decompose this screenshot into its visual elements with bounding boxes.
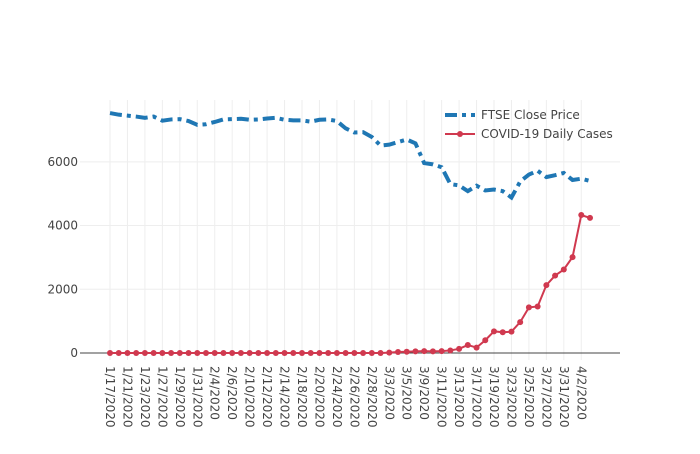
series-marker (107, 349, 113, 356)
series-marker (272, 349, 279, 356)
x-tick-label: 1/27/2020 (155, 366, 169, 428)
y-tick-label: 0 (70, 346, 78, 360)
series-marker (491, 328, 497, 335)
series-marker (150, 349, 157, 356)
x-tick-label: 3/13/2020 (452, 366, 466, 428)
series-marker (211, 349, 218, 356)
x-tick-label: 1/21/2020 (120, 366, 134, 428)
series-marker (333, 349, 340, 356)
series-marker (456, 345, 463, 352)
series-marker (194, 349, 201, 356)
series-marker (351, 349, 358, 356)
y-tick-label: 6000 (47, 155, 78, 169)
x-tick-label: 4/2/2020 (574, 366, 588, 420)
series-marker (342, 349, 349, 356)
x-tick-label: 2/12/2020 (260, 366, 274, 428)
series-marker (133, 349, 140, 356)
x-tick-label: 3/5/2020 (400, 366, 414, 420)
series-marker (438, 348, 445, 355)
series-marker (552, 272, 559, 279)
series-marker (482, 337, 489, 344)
series-marker (229, 349, 236, 356)
series-marker (185, 349, 192, 356)
series-marker (299, 349, 305, 356)
x-tick-label: 2/6/2020 (225, 366, 239, 420)
series-line (109, 111, 591, 201)
series-marker (560, 266, 567, 273)
x-tick-label: 2/10/2020 (243, 366, 257, 428)
x-tick-label: 2/20/2020 (312, 366, 326, 428)
series-marker (473, 344, 480, 351)
x-tick-label: 3/31/2020 (557, 366, 571, 428)
x-tick-label: 2/18/2020 (295, 366, 309, 428)
series-marker (386, 349, 393, 356)
series-marker (115, 349, 122, 356)
series-marker (499, 329, 506, 336)
series-marker (203, 349, 209, 356)
series-marker (220, 349, 227, 356)
series-marker (447, 347, 454, 354)
series-marker (464, 342, 471, 349)
series-marker (168, 349, 175, 356)
x-tick-label: 1/17/2020 (103, 366, 117, 428)
x-tick-label: 1/23/2020 (138, 366, 152, 428)
series-marker (290, 349, 297, 356)
series-marker (176, 349, 183, 356)
series-marker (264, 349, 271, 356)
legend-label: FTSE Close Price (481, 108, 580, 122)
x-tick-label: 2/24/2020 (330, 366, 344, 428)
series-marker (246, 349, 253, 356)
series-marker (377, 349, 384, 356)
series-marker (421, 348, 428, 355)
series-marker (587, 214, 593, 221)
series-marker (412, 348, 419, 355)
x-tick-label: 3/9/2020 (417, 366, 431, 420)
series-marker (159, 349, 166, 356)
x-tick-label: 3/25/2020 (522, 366, 536, 428)
series-marker (316, 349, 323, 356)
legend-label: COVID-19 Daily Cases (481, 127, 613, 141)
series-marker (569, 254, 576, 261)
series-marker (368, 349, 375, 356)
x-tick-label: 3/19/2020 (487, 366, 501, 428)
series-marker (429, 348, 436, 355)
x-tick-label: 2/4/2020 (208, 366, 222, 420)
series-marker (141, 349, 148, 356)
x-tick-label: 3/11/2020 (435, 366, 449, 428)
series-marker (578, 212, 585, 219)
series-marker (517, 319, 524, 326)
series-marker (508, 328, 515, 335)
series-marker (255, 349, 262, 356)
y-tick-label: 4000 (47, 219, 78, 233)
series-marker (543, 282, 550, 289)
x-tick-label: 2/28/2020 (365, 366, 379, 428)
series-marker (525, 304, 532, 311)
y-tick-label: 2000 (47, 282, 78, 296)
legend-marker (457, 131, 463, 137)
series-marker (534, 303, 541, 310)
x-tick-label: 1/31/2020 (190, 366, 204, 428)
x-tick-label: 3/27/2020 (539, 366, 553, 428)
series-marker (307, 349, 314, 356)
x-tick-label: 2/14/2020 (278, 366, 292, 428)
series-marker (281, 349, 288, 356)
x-tick-label: 3/23/2020 (504, 366, 518, 428)
series-marker (403, 348, 410, 355)
series-marker (325, 349, 332, 356)
series-marker (395, 349, 401, 356)
series-marker (124, 349, 131, 356)
x-tick-label: 3/17/2020 (470, 366, 484, 428)
x-tick-label: 2/26/2020 (347, 366, 361, 428)
series-marker (237, 349, 244, 356)
x-tick-label: 3/3/2020 (382, 366, 396, 420)
x-tick-label: 1/29/2020 (173, 366, 187, 428)
series-marker (360, 349, 367, 356)
